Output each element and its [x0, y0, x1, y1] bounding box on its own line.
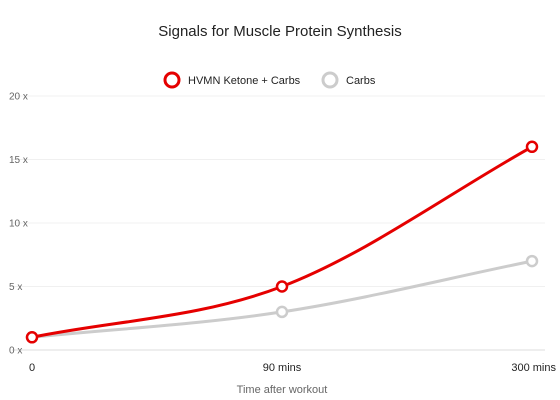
x-axis-ticks: 0 90 mins 300 mins	[29, 362, 557, 374]
y-axis-ticks: 0 x 5 x 10 x 15 x 20 x	[9, 92, 28, 357]
data-point-hvmn-ketone-carbs[interactable]	[525, 140, 539, 154]
y-tick-label: 15 x	[9, 155, 28, 166]
legend-label: HVMN Ketone + Carbs	[188, 75, 301, 87]
legend-marker	[321, 71, 339, 89]
y-tick-label: 5 x	[9, 282, 22, 293]
legend: HVMN Ketone + Carbs Carbs	[163, 71, 376, 89]
x-tick-label: 90 mins	[263, 362, 302, 374]
x-tick-label: 300 mins	[511, 362, 556, 374]
data-point-carbs[interactable]	[525, 254, 539, 268]
data-point-carbs[interactable]	[275, 305, 289, 319]
legend-label: Carbs	[346, 75, 376, 87]
data-point-hvmn-ketone-carbs[interactable]	[275, 280, 289, 293]
y-tick-label: 20 x	[9, 92, 28, 103]
legend-marker	[163, 71, 181, 89]
x-tick-label: 0	[29, 362, 35, 374]
legend-item-carbs[interactable]: Carbs	[321, 71, 376, 89]
y-tick-label: 0 x	[9, 346, 22, 357]
y-tick-label: 10 x	[9, 219, 28, 230]
x-axis-title: Time after workout	[237, 384, 328, 396]
chart-title: Signals for Muscle Protein Synthesis	[158, 23, 401, 40]
data-point-hvmn-ketone-carbs[interactable]	[25, 331, 39, 344]
gridlines	[12, 95, 545, 351]
series-group	[25, 140, 539, 344]
legend-item-hvmn-ketone-carbs[interactable]: HVMN Ketone + Carbs	[163, 71, 301, 89]
